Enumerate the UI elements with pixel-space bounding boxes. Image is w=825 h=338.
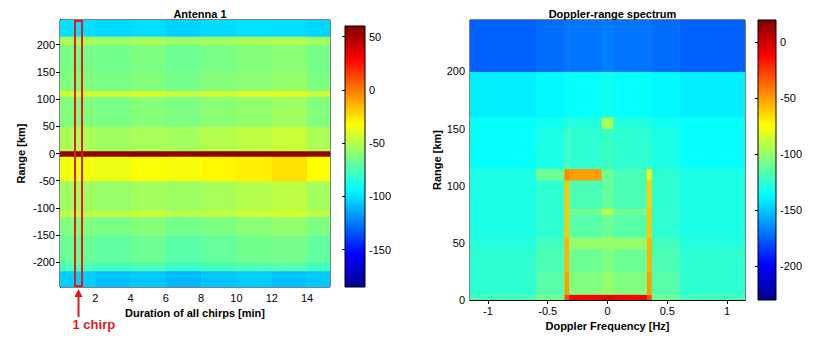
svg-text:50: 50 <box>43 120 55 132</box>
svg-text:-150: -150 <box>369 244 391 256</box>
svg-text:50: 50 <box>369 31 381 43</box>
svg-text:4: 4 <box>128 292 134 304</box>
svg-text:-1: -1 <box>483 305 493 317</box>
svg-text:-150: -150 <box>33 229 55 241</box>
svg-text:-0.5: -0.5 <box>538 305 557 317</box>
svg-text:-200: -200 <box>780 260 802 272</box>
svg-text:Doppler Frequency [Hz]: Doppler Frequency [Hz] <box>545 320 669 332</box>
svg-text:Duration of all chirps [min]: Duration of all chirps [min] <box>125 307 265 319</box>
svg-text:150: 150 <box>447 123 465 135</box>
svg-text:-50: -50 <box>369 137 385 149</box>
svg-text:200: 200 <box>37 39 55 51</box>
svg-text:-150: -150 <box>780 204 802 216</box>
svg-text:8: 8 <box>198 292 204 304</box>
svg-text:-100: -100 <box>369 190 391 202</box>
svg-text:1 chirp: 1 chirp <box>73 317 116 332</box>
svg-text:50: 50 <box>453 237 465 249</box>
svg-text:Range [km]: Range [km] <box>431 130 443 190</box>
svg-text:0: 0 <box>780 36 786 48</box>
svg-text:Antenna 1: Antenna 1 <box>173 8 226 20</box>
svg-text:0.5: 0.5 <box>660 305 675 317</box>
svg-text:-50: -50 <box>39 175 55 187</box>
svg-text:100: 100 <box>37 93 55 105</box>
svg-text:0: 0 <box>49 148 55 160</box>
svg-text:-100: -100 <box>780 148 802 160</box>
svg-text:100: 100 <box>447 180 465 192</box>
svg-text:Doppler-range spectrum: Doppler-range spectrum <box>549 8 677 20</box>
svg-text:-100: -100 <box>33 202 55 214</box>
svg-text:2: 2 <box>92 292 98 304</box>
svg-text:0: 0 <box>604 305 610 317</box>
svg-text:Range [km]: Range [km] <box>15 123 27 183</box>
svg-text:-50: -50 <box>780 92 796 104</box>
svg-text:200: 200 <box>447 65 465 77</box>
svg-text:6: 6 <box>163 292 169 304</box>
svg-text:12: 12 <box>266 292 278 304</box>
svg-text:0: 0 <box>369 84 375 96</box>
svg-text:1: 1 <box>724 305 730 317</box>
svg-text:0: 0 <box>459 294 465 306</box>
svg-text:-200: -200 <box>33 256 55 268</box>
svg-text:10: 10 <box>230 292 242 304</box>
svg-text:14: 14 <box>301 292 313 304</box>
svg-text:150: 150 <box>37 66 55 78</box>
